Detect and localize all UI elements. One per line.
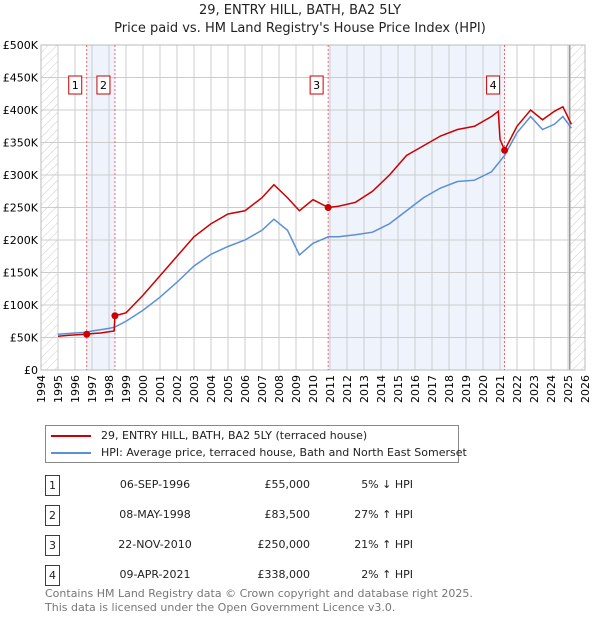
footer-line-2: This data is licensed under the Open Gov… <box>45 601 396 614</box>
x-tick-label: 2015 <box>392 375 405 403</box>
x-tick-label: 2002 <box>171 375 184 403</box>
y-tick-label: £250K <box>3 202 39 215</box>
x-tick-label: 2008 <box>273 375 286 403</box>
chart-title: 29, ENTRY HILL, BATH, BA2 5LY <box>198 3 402 18</box>
y-tick-label: £200K <box>3 234 39 247</box>
sale-date: 09-APR-2021 <box>119 568 191 581</box>
x-tick-label: 2021 <box>494 375 507 403</box>
y-tick-label: £100K <box>3 299 39 312</box>
x-tick-label: 2018 <box>443 375 456 403</box>
sale-date: 06-SEP-1996 <box>119 478 191 491</box>
x-tick-label: 1994 <box>35 375 48 403</box>
legend-label-hpi: HPI: Average price, terraced house, Bath… <box>101 446 467 459</box>
hpi-line <box>57 115 573 335</box>
x-tick-label: 2001 <box>154 375 167 403</box>
x-tick-label: 2013 <box>358 375 371 403</box>
sale-marker-box <box>96 75 111 95</box>
footer: Contains HM Land Registry data © Crown c… <box>45 587 473 615</box>
sale-hpi-diff: 2% ↑ HPI <box>361 568 413 581</box>
sale-price: £83,500 <box>264 508 311 521</box>
sale-marker-label: 3 <box>313 79 320 92</box>
sale-row: 1 06-SEP-1996 £55,000 5% ↓ HPI <box>45 475 445 496</box>
legend-swatch-hpi <box>51 451 91 454</box>
x-tick-label: 2023 <box>528 375 541 403</box>
x-tick-label: 2007 <box>256 375 269 403</box>
sale-marker-label: 1 <box>72 79 79 92</box>
x-tick-label: 2024 <box>545 375 558 403</box>
x-tick-label: 1998 <box>103 375 116 403</box>
sale-point <box>324 204 332 211</box>
y-tick-label: £150K <box>3 267 39 280</box>
sale-row: 3 22-NOV-2010 £250,000 21% ↑ HPI <box>45 535 445 556</box>
x-tick-label: 2019 <box>460 375 473 403</box>
x-tick-label: 2003 <box>188 375 201 403</box>
legend: 29, ENTRY HILL, BATH, BA2 5LY (terraced … <box>45 425 467 463</box>
legend-label-property: 29, ENTRY HILL, BATH, BA2 5LY (terraced … <box>101 429 368 442</box>
sale-hpi-diff: 21% ↑ HPI <box>354 538 413 551</box>
plot-border <box>40 44 586 371</box>
x-tick-label: 2016 <box>409 375 422 403</box>
sale-price: £250,000 <box>257 538 311 551</box>
sale-marker-label: 2 <box>100 79 107 92</box>
sale-date: 08-MAY-1998 <box>119 508 191 521</box>
sale-marker-box <box>68 75 83 95</box>
sale-marker-box <box>486 75 501 95</box>
sale-hpi-diff: 27% ↑ HPI <box>354 508 413 521</box>
x-tick-label: 1997 <box>86 375 99 403</box>
sale-price: £338,000 <box>257 568 311 581</box>
x-tick-label: 2020 <box>477 375 490 403</box>
x-tick-label: 2017 <box>426 375 439 403</box>
x-tick-label: 2004 <box>205 375 218 403</box>
x-tick-label: 2000 <box>137 375 150 403</box>
x-tick-label: 2022 <box>511 375 524 403</box>
sale-marker-label: 3 <box>45 535 60 556</box>
y-tick-label: £400K <box>3 104 39 117</box>
x-tick-label: 1995 <box>52 375 65 403</box>
x-tick-label: 1996 <box>69 375 82 403</box>
chart-subtitle: Price paid vs. HM Land Registry's House … <box>114 21 486 36</box>
x-tick-label: 2006 <box>239 375 252 403</box>
sale-point <box>501 146 509 154</box>
property-price-line <box>57 105 573 337</box>
sale-marker-label: 4 <box>45 565 60 586</box>
sale-row: 4 09-APR-2021 £338,000 2% ↑ HPI <box>45 565 445 586</box>
x-tick-label: 2025 <box>562 375 575 403</box>
x-tick-label: 2010 <box>307 375 320 403</box>
sale-marker-box <box>309 75 324 95</box>
sale-point <box>83 330 91 338</box>
y-tick-label: £0 <box>24 364 38 377</box>
footer-line-1: Contains HM Land Registry data © Crown c… <box>45 587 473 600</box>
sale-price: £55,000 <box>264 478 311 491</box>
sale-row: 2 08-MAY-1998 £83,500 27% ↑ HPI <box>45 505 445 526</box>
sale-marker-label: 2 <box>45 505 60 526</box>
sale-hpi-diff: 5% ↓ HPI <box>361 478 413 491</box>
y-tick-label: £50K <box>10 332 39 345</box>
sale-marker-label: 4 <box>490 79 497 92</box>
sale-marker-label: 1 <box>45 475 60 496</box>
y-tick-label: £450K <box>3 72 39 85</box>
x-tick-label: 2014 <box>375 375 388 403</box>
sale-date: 22-NOV-2010 <box>118 538 192 551</box>
x-tick-label: 1999 <box>120 375 133 403</box>
legend-swatch-property <box>51 434 91 437</box>
sale-point <box>111 312 119 320</box>
x-tick-label: 2026 <box>579 375 592 403</box>
y-tick-label: £300K <box>3 169 39 182</box>
x-tick-label: 2009 <box>290 375 303 403</box>
y-tick-label: £350K <box>3 137 39 150</box>
x-tick-label: 2005 <box>222 375 235 403</box>
y-tick-label: £500K <box>3 39 39 52</box>
x-tick-label: 2011 <box>324 375 337 403</box>
x-tick-label: 2012 <box>341 375 354 403</box>
price-chart: 1994 1995 1996 1997 1998 1999 2000 2001 2002 2003… <box>3 39 592 403</box>
